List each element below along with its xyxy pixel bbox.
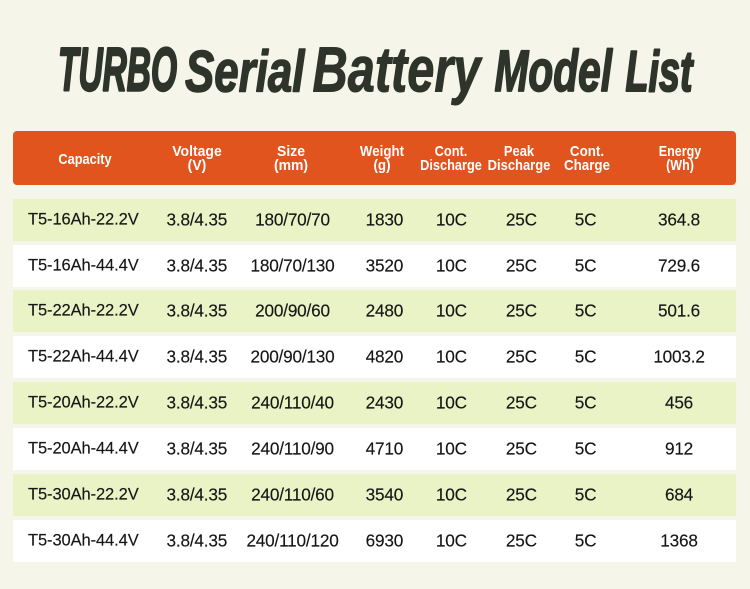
svg-text:Serial: Serial: [185, 39, 306, 104]
svg-text:Model: Model: [495, 39, 614, 104]
svg-text:List: List: [626, 40, 695, 104]
svg-text:Battery: Battery: [313, 33, 484, 105]
svg-text:TURBO: TURBO: [58, 36, 177, 104]
